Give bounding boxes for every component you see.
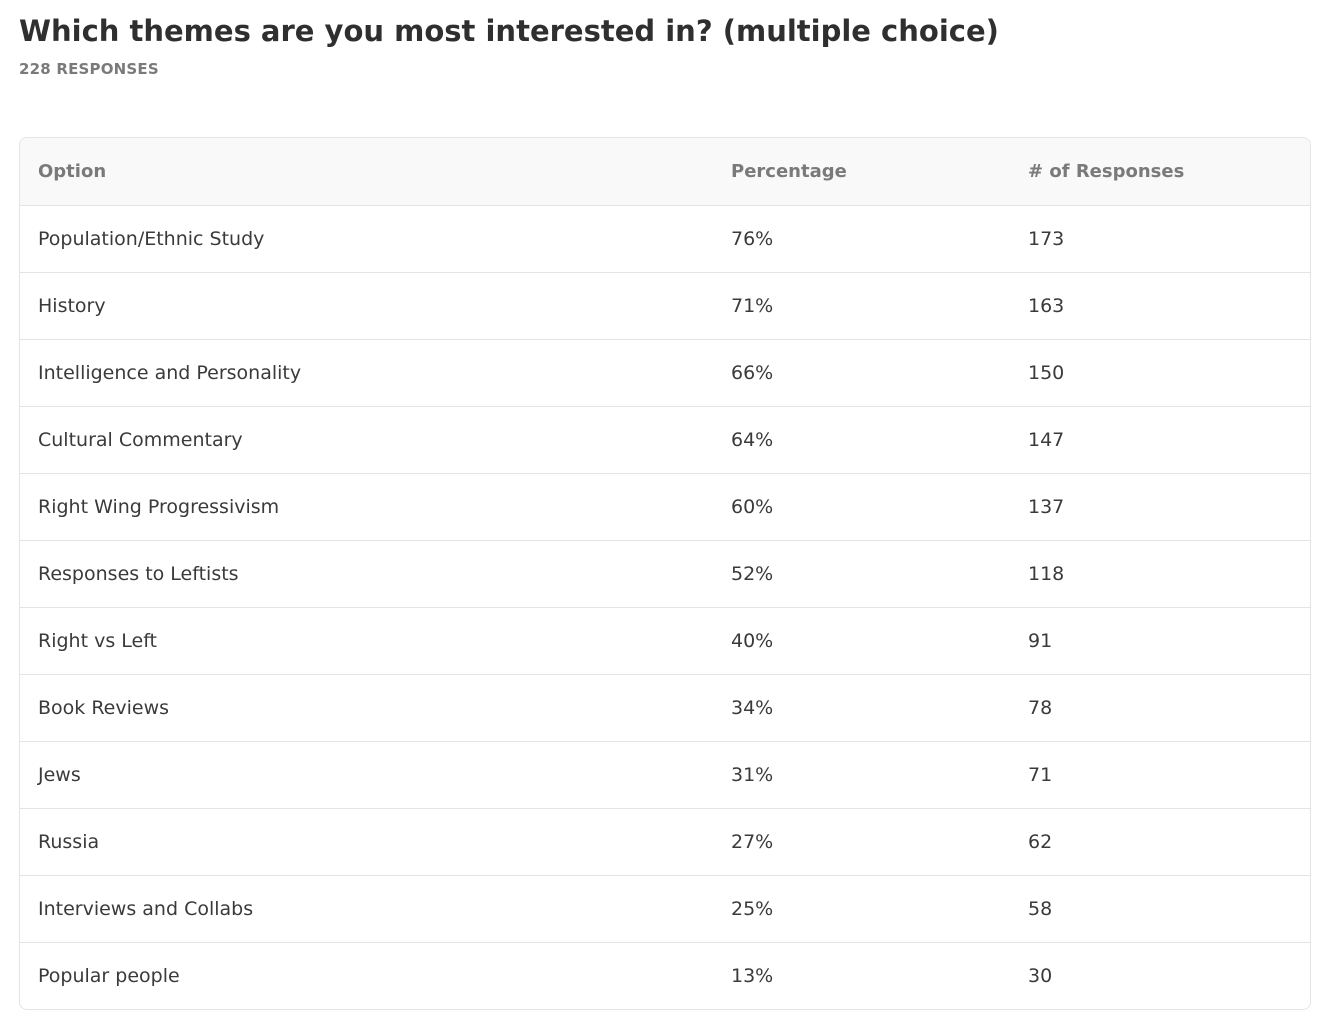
responses-cell: 118 (1028, 563, 1065, 585)
option-cell: Intelligence and Personality (38, 362, 302, 384)
table-header-row: Option Percentage # of Responses (20, 138, 1310, 205)
percentage-cell: 40% (731, 630, 774, 652)
table-row: Right Wing Progressivism 60% 137 (20, 473, 1310, 540)
percentage-cell: 34% (731, 697, 774, 719)
option-cell: Responses to Leftists (38, 563, 239, 585)
table-row: Population/Ethnic Study 76% 173 (20, 205, 1310, 272)
option-cell: History (38, 295, 106, 317)
option-cell: Popular people (38, 965, 180, 987)
table-row: History 71% 163 (20, 272, 1310, 339)
responses-cell: 147 (1028, 429, 1065, 451)
table-row: Interviews and Collabs 25% 58 (20, 875, 1310, 942)
responses-cell: 91 (1028, 630, 1053, 652)
table-row: Right vs Left 40% 91 (20, 607, 1310, 674)
table-row: Popular people 13% 30 (20, 942, 1310, 1009)
column-header-responses: # of Responses (1028, 160, 1185, 182)
responses-cell: 150 (1028, 362, 1065, 384)
option-cell: Population/Ethnic Study (38, 228, 265, 250)
percentage-cell: 13% (731, 965, 774, 987)
percentage-cell: 31% (731, 764, 774, 786)
responses-cell: 58 (1028, 898, 1053, 920)
responses-cell: 137 (1028, 496, 1065, 518)
percentage-cell: 66% (731, 362, 774, 384)
table-row: Intelligence and Personality 66% 150 (20, 339, 1310, 406)
responses-cell: 62 (1028, 831, 1053, 853)
option-cell: Jews (38, 764, 81, 786)
percentage-cell: 76% (731, 228, 774, 250)
table-row: Responses to Leftists 52% 118 (20, 540, 1310, 607)
table-row: Cultural Commentary 64% 147 (20, 406, 1310, 473)
option-cell: Right Wing Progressivism (38, 496, 280, 518)
percentage-cell: 27% (731, 831, 774, 853)
table-row: Book Reviews 34% 78 (20, 674, 1310, 741)
column-header-percentage: Percentage (731, 160, 847, 182)
column-header-option: Option (38, 160, 107, 182)
responses-cell: 173 (1028, 228, 1065, 250)
percentage-cell: 60% (731, 496, 774, 518)
percentage-cell: 25% (731, 898, 774, 920)
response-count: 228 RESPONSES (19, 60, 159, 78)
question-title: Which themes are you most interested in?… (19, 14, 999, 48)
results-table: Option Percentage # of Responses Populat… (19, 137, 1311, 1010)
survey-results-page: Which themes are you most interested in?… (19, 0, 1311, 1010)
percentage-cell: 64% (731, 429, 774, 451)
responses-cell: 30 (1028, 965, 1053, 987)
percentage-cell: 71% (731, 295, 774, 317)
responses-cell: 71 (1028, 764, 1053, 786)
responses-cell: 78 (1028, 697, 1053, 719)
table-row: Jews 31% 71 (20, 741, 1310, 808)
option-cell: Interviews and Collabs (38, 898, 254, 920)
responses-cell: 163 (1028, 295, 1065, 317)
percentage-cell: 52% (731, 563, 774, 585)
table-row: Russia 27% 62 (20, 808, 1310, 875)
option-cell: Russia (38, 831, 100, 853)
option-cell: Book Reviews (38, 697, 170, 719)
option-cell: Cultural Commentary (38, 429, 243, 451)
option-cell: Right vs Left (38, 630, 158, 652)
